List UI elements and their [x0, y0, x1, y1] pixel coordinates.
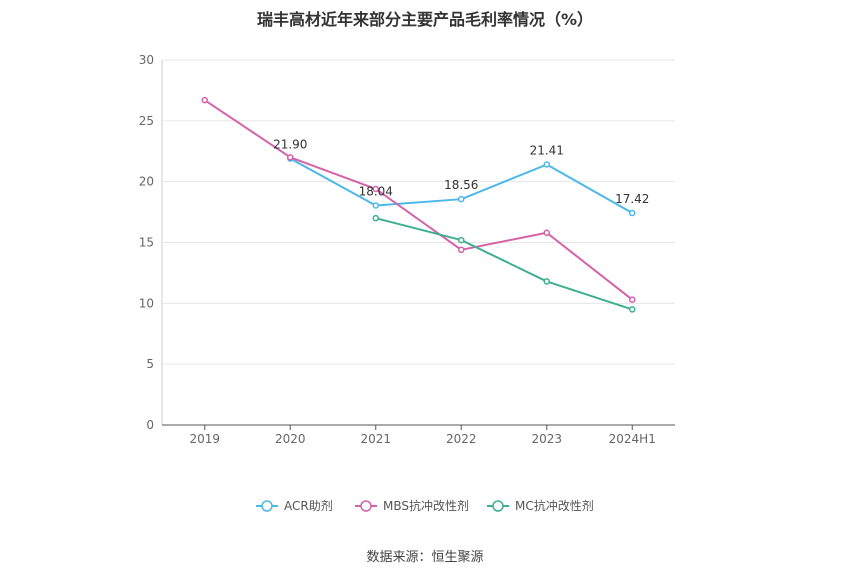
- series-line-3: [375, 217, 633, 311]
- data-point: [458, 195, 465, 203]
- y-tick-label: 25: [139, 114, 154, 128]
- axes: 0 5 10 15 20 25 30 2019 2020 2021 2022 2023 2024H1: [139, 53, 675, 446]
- data-point: [372, 202, 379, 209]
- legend: ACR助剂 MBS抗冲改性剂 MC抗冲改性剂: [256, 498, 594, 513]
- data-labels: 21.90 18.04 18.56 21.41 17.42: [273, 138, 649, 207]
- legend-marker: [492, 500, 504, 512]
- legend-item-1: ACR助剂: [256, 498, 333, 513]
- data-point: [458, 246, 465, 254]
- legend-item-3: MC抗冲改性剂: [487, 498, 594, 513]
- data-point: [372, 214, 379, 222]
- x-tick-label: 2019: [189, 432, 220, 446]
- data-label: 21.41: [530, 144, 564, 158]
- y-tick-label: 20: [139, 175, 154, 189]
- y-tick-label: 10: [139, 296, 154, 310]
- legend-marker: [261, 500, 273, 512]
- data-source-note: 数据来源：恒生聚源: [366, 550, 484, 565]
- chart-title: 瑞丰高材近年来部分主要产品毛利率情况（%）: [256, 10, 594, 29]
- x-tick-label: 2021: [360, 432, 391, 446]
- data-point: [629, 306, 636, 313]
- x-tick-label: 2023: [531, 432, 562, 446]
- legend-label: ACR助剂: [284, 498, 333, 513]
- data-point: [287, 154, 294, 161]
- x-tick-label: 2020: [275, 432, 306, 446]
- y-tick-label: 0: [146, 418, 154, 432]
- data-label: 18.56: [444, 178, 478, 192]
- y-tick-label: 15: [139, 236, 154, 250]
- legend-item-2: MBS抗冲改性剂: [355, 498, 469, 513]
- data-point: [372, 185, 379, 193]
- legend-marker: [360, 500, 372, 512]
- data-point: [543, 278, 550, 285]
- x-tick-label: 2024H1: [609, 432, 656, 446]
- data-point: [458, 236, 465, 244]
- y-tick-label: 5: [146, 357, 154, 371]
- grid-lines: [162, 59, 675, 365]
- data-label: 17.42: [615, 192, 649, 206]
- data-point: [629, 296, 636, 303]
- x-tick-label: 2022: [446, 432, 477, 446]
- data-label: 18.04: [359, 185, 393, 199]
- data-point: [629, 209, 636, 217]
- legend-label: MBS抗冲改性剂: [383, 498, 469, 513]
- data-point: [543, 229, 550, 237]
- series-lines: [201, 96, 636, 313]
- data-label: 21.90: [273, 138, 307, 152]
- legend-label: MC抗冲改性剂: [515, 498, 594, 513]
- series-line-2: [204, 99, 633, 301]
- data-point: [201, 96, 208, 104]
- data-point: [543, 161, 550, 168]
- y-tick-label: 30: [139, 53, 154, 67]
